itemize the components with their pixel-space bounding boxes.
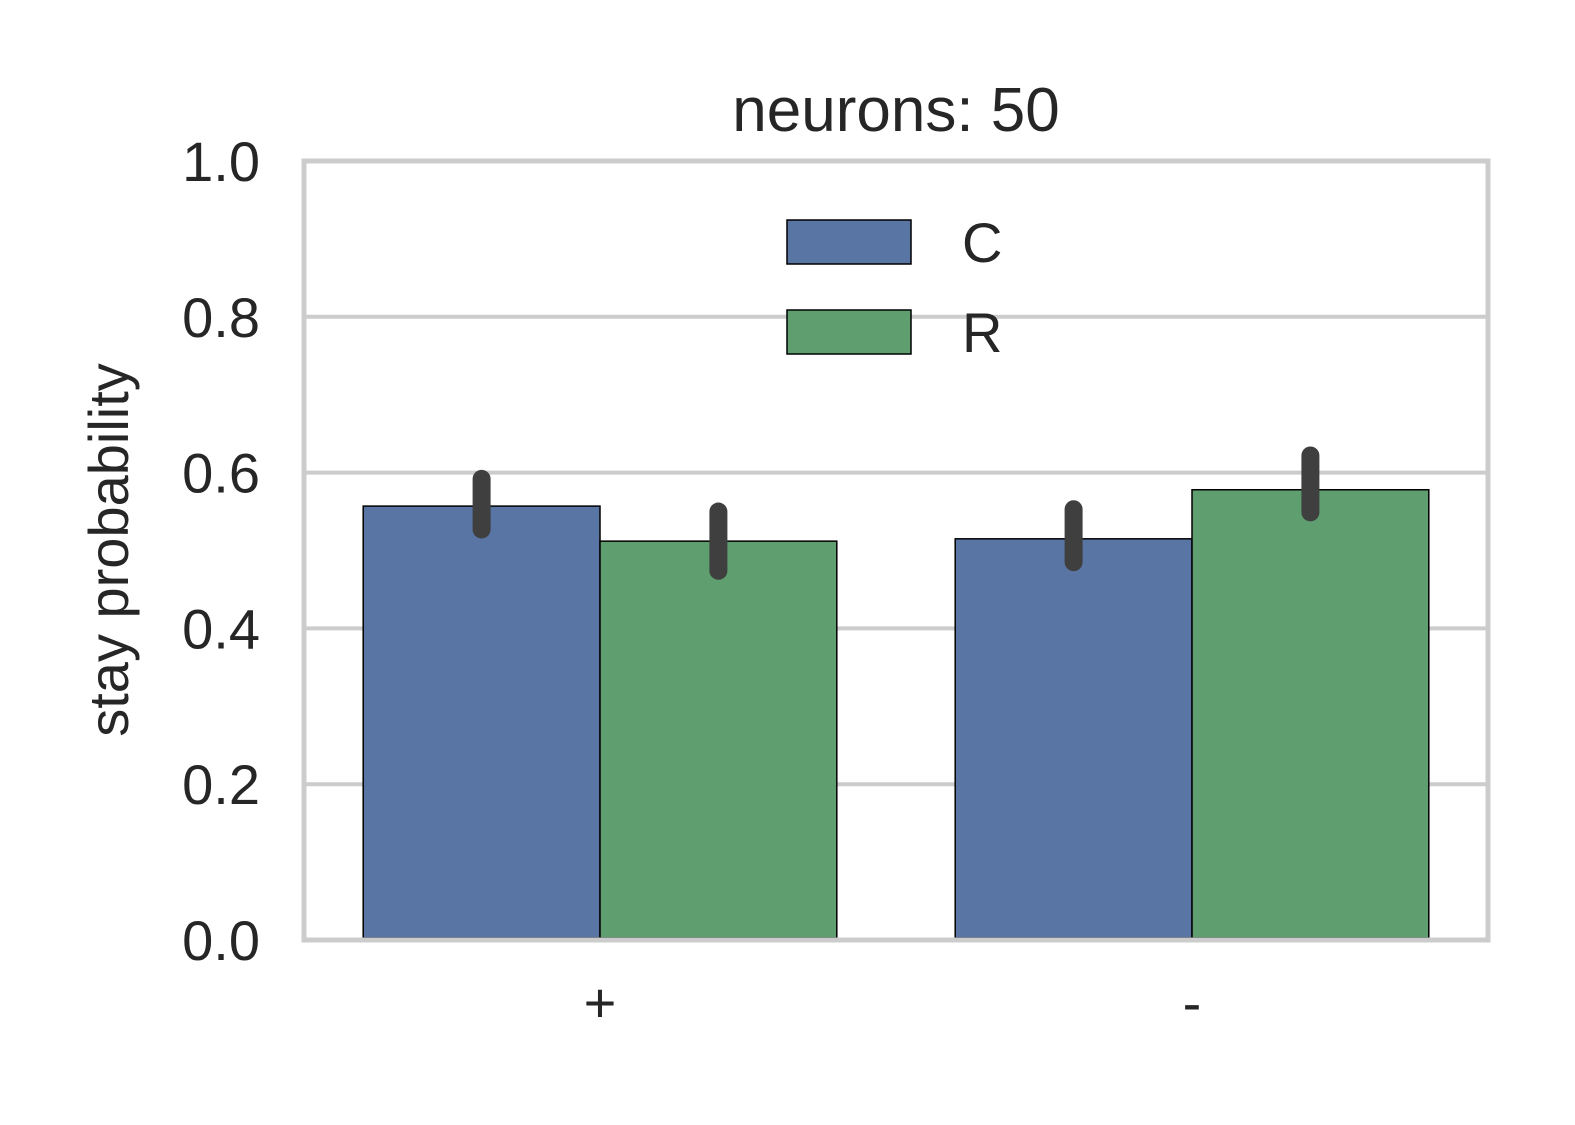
- legend-label-C: C: [962, 211, 1002, 274]
- bar-R-1: [1191, 488, 1430, 939]
- y-tick-label: 0.8: [182, 286, 260, 349]
- legend: CR: [786, 211, 1002, 364]
- y-tick-label: 0.0: [182, 909, 260, 972]
- bar-R-0: [599, 540, 838, 939]
- y-tick-label: 0.6: [182, 442, 260, 505]
- y-tick-label: 1.0: [182, 130, 260, 193]
- bar-C-0: [362, 505, 601, 939]
- y-axis-label: stay probability: [77, 363, 140, 737]
- plot-frame: [301, 158, 1491, 943]
- error-bars: [472, 446, 1320, 580]
- legend-swatch-C: [786, 219, 912, 265]
- legend-swatch-R: [786, 309, 912, 355]
- x-tick-label: +: [584, 971, 617, 1034]
- chart-title: neurons: 50: [732, 76, 1059, 145]
- bar-C-1: [954, 538, 1193, 939]
- legend-label-R: R: [962, 301, 1002, 364]
- x-tick-label: -: [1183, 971, 1202, 1034]
- y-tick-label: 0.4: [182, 597, 260, 660]
- x-tick-labels: + -: [584, 971, 1202, 1034]
- y-tick-labels: 0.0 0.2 0.4 0.6 0.8 1.0: [182, 130, 260, 972]
- bars: [362, 488, 1430, 939]
- y-tick-label: 0.2: [182, 753, 260, 816]
